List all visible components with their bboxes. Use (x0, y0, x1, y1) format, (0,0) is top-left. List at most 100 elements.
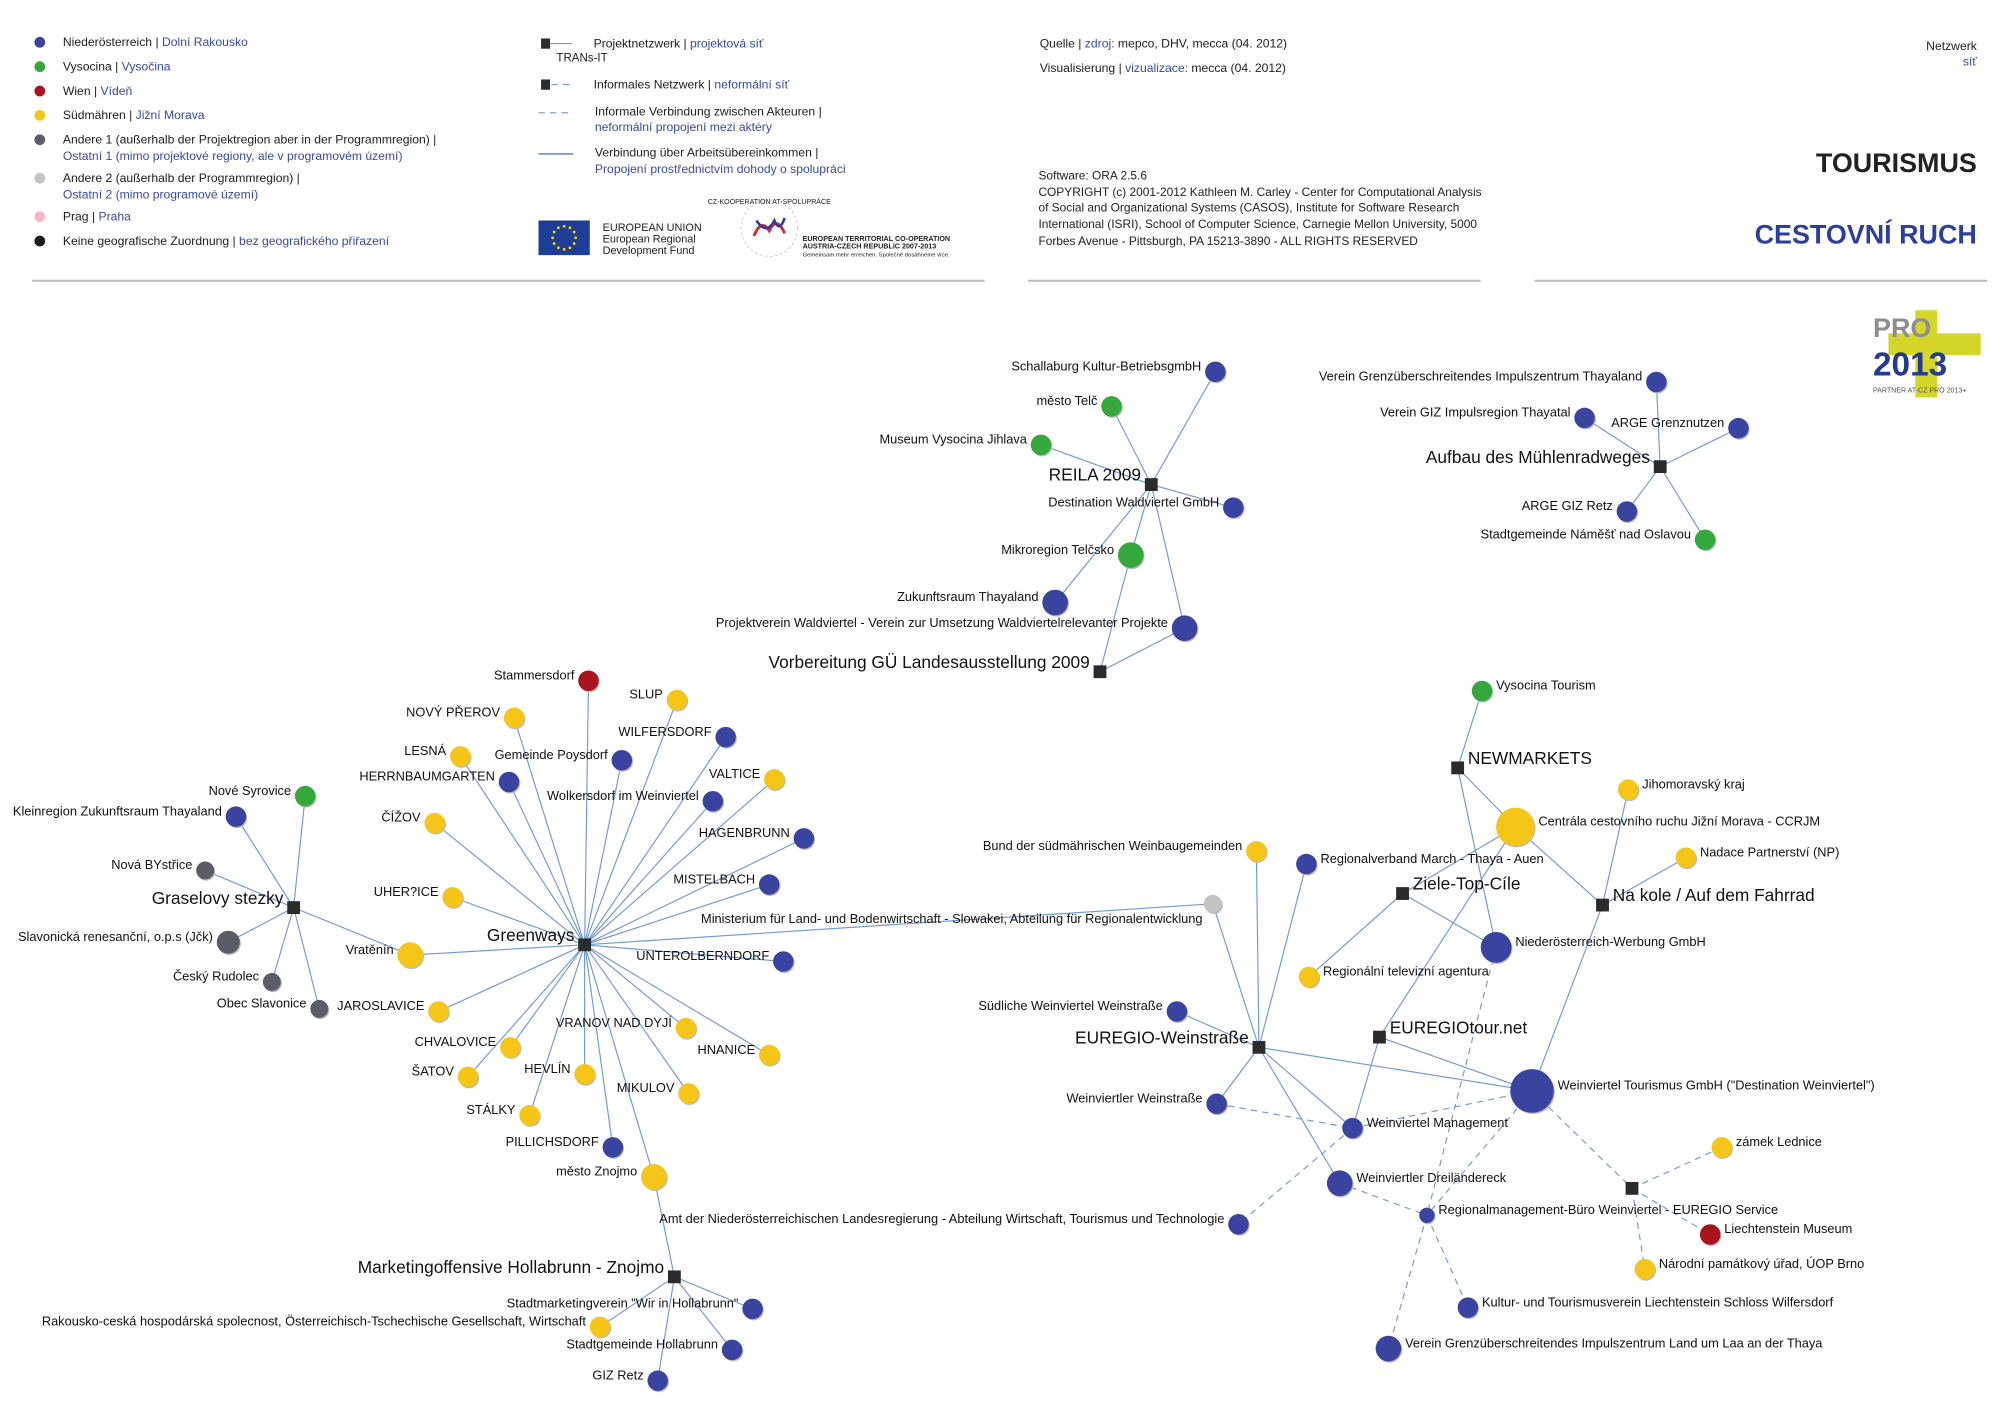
svg-text:European Regional: European Regional (603, 233, 696, 245)
node-label: Nové Syrovice (209, 783, 291, 798)
node-label: Jihomoravský kraj (1642, 776, 1744, 791)
node-liechtmuseum[interactable]: Liechtenstein Museum (1699, 1221, 1852, 1247)
node-stadtmarketing[interactable]: Stadtmarketingverein "Wir in Hollabrunn" (507, 1296, 764, 1321)
node-novesyrovice[interactable]: Nové Syrovice (209, 783, 317, 808)
node-mikulov[interactable]: MIKULOV (617, 1080, 700, 1106)
node-ccrjm[interactable]: Centrála cestovního ruchu Jižní Morava -… (1496, 807, 1820, 848)
node-namest[interactable]: Stadtgemeinde Náměšť nad Oslavou (1481, 526, 1717, 552)
node-wvweinstr[interactable]: Weinviertler Weinstraße (1066, 1090, 1228, 1116)
node-regverband[interactable]: Regionalverband March - Thaya - Auen (1296, 851, 1544, 876)
node-destwald[interactable]: Destination Waldviertel GmbH (1048, 494, 1245, 520)
node-obecslavonice[interactable]: Obec Slavonice (217, 996, 330, 1020)
node-novyprerov[interactable]: NOVÝ PŘEROV (406, 705, 526, 730)
node-hagenbrunn[interactable]: HAGENBRUNN (699, 825, 816, 850)
node-rakousko[interactable]: Rakousko-ceská hospodárská spolecnost, Ö… (42, 1314, 612, 1339)
node-vereinlaa[interactable]: Verein Grenzüberschreitendes Impulszentr… (1375, 1335, 1824, 1363)
node-herrnbaum[interactable]: HERRNBAUMGARTEN (359, 769, 521, 794)
node-hollabrunn[interactable]: Stadtgemeinde Hollabrunn (566, 1337, 744, 1362)
node-wvmanagement[interactable]: Weinviertel Management (1342, 1115, 1508, 1140)
node-kleinregion[interactable]: Kleinregion Zukunftsraum Thayaland (13, 803, 248, 829)
node-reila[interactable]: REILA 2009 (1049, 465, 1158, 491)
node-circle (1042, 589, 1068, 616)
node-informalhub[interactable] (1625, 1181, 1639, 1195)
node-nadace[interactable]: Nadace Partnerství (NP) (1675, 844, 1840, 870)
node-bund[interactable]: Bund der südmährischen Weinbaugemeinden (983, 838, 1268, 863)
node-label: Na kole / Auf dem Fahrrad (1613, 885, 1815, 905)
node-znojmo[interactable]: město Znojmo (556, 1164, 668, 1191)
node-circle (500, 1037, 521, 1058)
node-label: Verein Grenzüberschreitendes Impulszentr… (1405, 1335, 1823, 1350)
node-muehlen[interactable]: Aufbau des Mühlenradweges (1426, 447, 1667, 474)
node-label: Schallaburg Kultur-BetriebsgmbH (1011, 358, 1201, 373)
node-marketing[interactable]: Marketingoffensive Hollabrunn - Znojmo (358, 1257, 681, 1284)
node-label: Vratěnín (346, 942, 394, 957)
node-dreilaender[interactable]: Weinviertler Dreiländereck (1326, 1170, 1507, 1198)
edge-euregiow-wvtourismus (1258, 1046, 1533, 1092)
node-jaroslavice[interactable]: JAROSLAVICE (337, 998, 450, 1024)
node-valtice[interactable]: VALTICE (709, 766, 786, 791)
node-uherice[interactable]: UHER?ICE (374, 884, 464, 909)
node-museumvys[interactable]: Museum Vysocina Jihlava (879, 432, 1053, 457)
node-zamek[interactable]: zámek Lednice (1711, 1134, 1822, 1159)
node-cizov[interactable]: ČÍŽOV (381, 810, 446, 835)
node-euregiotour[interactable]: EUREGIOtour.net (1373, 1017, 1527, 1044)
node-telcsko[interactable]: Mikroregion Telčsko (1001, 542, 1145, 570)
node-grasel[interactable]: Graselovy stezky (152, 888, 301, 915)
node-ministerium[interactable]: Ministerium für Land- und Bodenwirtschaf… (701, 894, 1223, 926)
node-circle (1496, 807, 1535, 847)
node-euregiow[interactable]: EUREGIO-Weinstraße (1075, 1028, 1266, 1054)
node-chvalovice[interactable]: CHVALOVICE (415, 1034, 522, 1059)
node-circle (1471, 680, 1493, 702)
node-argeretz[interactable]: ARGE GIZ Retz (1522, 498, 1639, 524)
node-mistelbach[interactable]: MISTELBACH (673, 871, 781, 897)
node-circle (1694, 529, 1716, 550)
node-stammersdorf[interactable]: Stammersdorf (494, 667, 600, 693)
node-narodni[interactable]: Národní památkový úřad, ÚOP Brno (1634, 1256, 1865, 1281)
edge-muehlen-namest (1659, 466, 1706, 541)
node-ziele[interactable]: Ziele-Top-Cíle (1396, 874, 1520, 900)
node-novabystrice[interactable]: Nová BYstřice (111, 857, 216, 881)
node-slup[interactable]: SLUP (629, 687, 689, 712)
node-greenways[interactable]: Greenways (487, 925, 592, 952)
node-slavonicka[interactable]: Slavonická renesanční, o.p.s (Jčk) (18, 929, 241, 956)
node-lesna[interactable]: LESNÁ (404, 743, 472, 768)
node-amt[interactable]: Amt der Niederösterreichischen Landesreg… (659, 1211, 1250, 1236)
node-pillichsdorf[interactable]: PILLICHSDORF (506, 1134, 625, 1159)
node-regman[interactable]: Regionalmanagement-Büro Weinviertel - EU… (1419, 1202, 1778, 1225)
node-hnanice[interactable]: HNANICE (698, 1042, 781, 1067)
node-gizretz[interactable]: GIZ Retz (592, 1367, 669, 1393)
node-wvtourismus[interactable]: Weinviertel Tourismus GmbH ("Destination… (1510, 1069, 1875, 1115)
node-gizthayatal[interactable]: Verein GIZ Impulsregion Thayatal (1380, 405, 1596, 430)
node-schallaburg[interactable]: Schallaburg Kultur-BetriebsgmbH (1011, 358, 1227, 384)
node-jmkraj[interactable]: Jihomoravský kraj (1617, 776, 1745, 802)
node-noewerbung[interactable]: Niederösterreich-Werbung GmbH (1480, 931, 1706, 965)
node-suedliche[interactable]: Südliche Weinviertel Weinstraße (978, 998, 1189, 1024)
node-vorbereitung[interactable]: Vorbereitung GÜ Landesausstellung 2009 (769, 652, 1107, 679)
node-label: NEWMARKETS (1468, 748, 1592, 768)
node-nakole[interactable]: Na kole / Auf dem Fahrrad (1596, 885, 1815, 912)
node-stalky[interactable]: STÁLKY (466, 1102, 541, 1127)
node-label: JAROSLAVICE (337, 998, 424, 1013)
node-hevlin[interactable]: HEVLÍN (524, 1061, 596, 1086)
node-zukunft[interactable]: Zukunftsraum Thayaland (897, 589, 1069, 617)
edge-euregiow-regverband (1258, 863, 1307, 1048)
node-poysdorf[interactable]: Gemeinde Poysdorf (495, 747, 634, 772)
node-telc[interactable]: město Telč (1036, 393, 1123, 418)
node-wilfersdorf[interactable]: WILFERSDORF (618, 724, 737, 749)
node-wolkersdorf[interactable]: Wolkersdorf im Weinviertel (547, 788, 725, 813)
node-vgithaya[interactable]: Verein Grenzüberschreitendes Impulszentr… (1319, 369, 1668, 394)
node-regtv[interactable]: Regionální televizní agentura (1298, 964, 1490, 989)
node-satov[interactable]: ŠATOV (412, 1064, 480, 1089)
node-vratenin[interactable]: Vratěnín (346, 942, 425, 970)
node-newmarkets[interactable]: NEWMARKETS (1451, 748, 1592, 775)
node-circle (1480, 931, 1512, 963)
node-kulturverein[interactable]: Kultur- und Tourismusverein Liechtenstei… (1457, 1294, 1834, 1320)
node-rudolec[interactable]: Český Rudolec (173, 969, 282, 993)
node-vysocinatour[interactable]: Vysocina Tourism (1471, 678, 1596, 703)
edge-euregiotour-wvmanagement (1351, 1036, 1381, 1129)
node-projektverein[interactable]: Projektverein Waldviertel - Verein zur U… (716, 615, 1199, 643)
node-unterolberndorf[interactable]: UNTEROLBERNDORF (636, 948, 795, 974)
node-vranov[interactable]: VRANOV NAD DYJÍ (556, 1015, 698, 1040)
node-circle (1510, 1069, 1554, 1113)
node-argegrenz[interactable]: ARGE Grenznutzen (1611, 415, 1750, 440)
